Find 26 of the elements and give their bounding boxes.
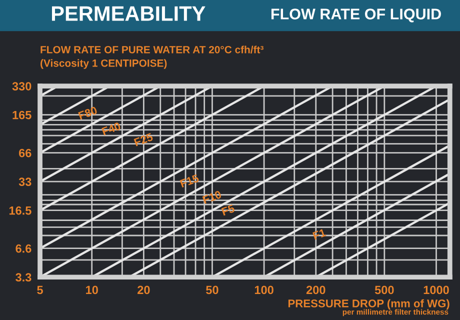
annotation: F1 (312, 228, 326, 240)
y-tick-label: 6.6 (16, 244, 32, 253)
x-tick-label: 20 (138, 286, 150, 294)
annotation: F25 (134, 132, 154, 146)
annotation: F80 (78, 106, 98, 120)
y-tick-label: 66 (18, 148, 32, 158)
annotation: F5 (221, 204, 236, 216)
x-tick-label: 10 (86, 286, 98, 294)
x-tick-label: 50 (206, 286, 218, 294)
annotation: F10 (202, 190, 222, 204)
x-tick-label: 100 (254, 286, 274, 294)
y-tick-label: 3.3 (16, 273, 32, 282)
annotation: F15 (180, 174, 200, 188)
chart-title: PERMEABILITY (52, 6, 206, 21)
x-tick-label: 200 (306, 286, 326, 294)
y-tick-label: 165 (12, 110, 32, 120)
chart-subtitle: FLOW RATE OF LIQUID (271, 8, 441, 22)
y-axis-title: FLOW RATE OF PURE WATER AT 20°C cfh/ft³ (Viscosity 1 CENTIPOISE) (40, 46, 264, 69)
y-tick-label: 33 (18, 178, 32, 186)
x-tick-label: 5 (37, 286, 43, 294)
x-tick-label: 500 (374, 286, 394, 294)
y-tick-label: 330 (12, 82, 32, 90)
y-tick-label: 16.5 (9, 206, 32, 215)
x-tick-label: 1000 (424, 286, 449, 294)
x-axis-title: PRESSURE DROP (mm of WG) (288, 299, 450, 310)
annotation: F40 (102, 122, 122, 136)
